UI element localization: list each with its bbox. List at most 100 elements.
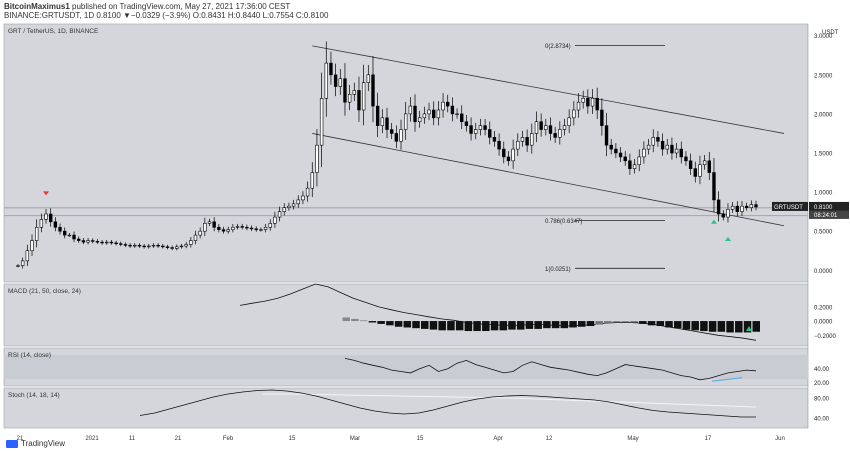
candle-body bbox=[287, 205, 291, 209]
footer-brand[interactable]: TradingView bbox=[21, 439, 66, 448]
last-price-tag bbox=[809, 201, 849, 211]
candle-body bbox=[25, 250, 30, 262]
candle-body bbox=[86, 240, 90, 243]
macd-histogram-bar bbox=[499, 321, 508, 331]
macd-histogram-bar bbox=[551, 321, 560, 329]
macd-histogram-bar bbox=[464, 321, 473, 332]
time-tick-label: 15 bbox=[289, 436, 296, 442]
candle-body bbox=[450, 105, 455, 115]
candle-body bbox=[137, 244, 142, 247]
time-tick-label: Feb bbox=[223, 436, 234, 442]
candle-body bbox=[207, 221, 212, 224]
candle-body bbox=[674, 148, 679, 154]
macd-histogram-bar bbox=[473, 321, 481, 332]
macd-histogram-bar bbox=[377, 321, 385, 324]
red-top-marker bbox=[43, 191, 50, 196]
candle-body bbox=[375, 105, 380, 126]
rsi-tick-label: 20.00 bbox=[814, 381, 830, 387]
candle-body bbox=[165, 246, 170, 248]
candle-body bbox=[30, 240, 34, 252]
candle-body bbox=[128, 244, 132, 247]
candle-body bbox=[240, 226, 244, 228]
candle-body bbox=[735, 205, 740, 212]
time-tick-label: 21 bbox=[175, 436, 182, 442]
candle-body bbox=[436, 109, 441, 119]
candle-body bbox=[539, 121, 543, 130]
macd-histogram-bar bbox=[621, 321, 630, 322]
macd-histogram-bar bbox=[647, 321, 656, 326]
price-tick-label: 2.0000 bbox=[814, 112, 833, 118]
candle-body bbox=[254, 228, 258, 230]
candle-body bbox=[324, 62, 328, 99]
candle-body bbox=[161, 245, 165, 248]
candle-body bbox=[263, 226, 268, 230]
candle-body bbox=[170, 247, 174, 249]
candle-body bbox=[408, 105, 413, 115]
publisher-username[interactable]: BitcoinMaximus1 bbox=[4, 2, 70, 11]
candle-body bbox=[516, 140, 520, 150]
macd-histogram-bar bbox=[351, 318, 359, 322]
macd-histogram-bar bbox=[543, 321, 551, 329]
candle-body bbox=[530, 133, 534, 146]
symbol-ohlc-line: BINANCE:GRTUSDT, 1D 0.8100 ▼−0.0329 (−3.… bbox=[4, 11, 329, 20]
candle-body bbox=[385, 117, 389, 130]
candle-body bbox=[474, 129, 478, 134]
price-tick-label: 2.5000 bbox=[814, 73, 833, 79]
candle-body bbox=[371, 74, 375, 107]
macd-histogram-bar bbox=[665, 321, 673, 328]
candle-body bbox=[464, 121, 469, 126]
candle-body bbox=[670, 144, 674, 154]
candle-body bbox=[179, 245, 184, 248]
stoch-tick-label: 80.00 bbox=[814, 397, 830, 403]
candle-body bbox=[702, 160, 707, 166]
candle-body bbox=[403, 113, 408, 130]
candle-body bbox=[730, 205, 735, 210]
footer: TradingView bbox=[6, 439, 65, 448]
candle-body bbox=[151, 244, 156, 247]
price-axis-strip bbox=[808, 24, 850, 428]
macd-histogram-bar bbox=[656, 321, 665, 327]
candle-body bbox=[665, 144, 669, 150]
macd-tick-label: −0.2000 bbox=[814, 334, 837, 340]
candle-body bbox=[277, 211, 282, 218]
macd-histogram-bar bbox=[700, 321, 708, 332]
stoch-pane-background bbox=[3, 387, 809, 429]
macd-histogram-bar bbox=[429, 321, 438, 330]
macd-histogram-bar bbox=[560, 321, 569, 329]
macd-histogram-bar bbox=[438, 321, 446, 331]
candle-body bbox=[637, 156, 641, 166]
candle-body bbox=[693, 168, 697, 177]
candle-body bbox=[506, 156, 511, 162]
macd-histogram-bar bbox=[359, 320, 368, 322]
rsi-line bbox=[344, 358, 757, 381]
countdown-tag bbox=[809, 210, 849, 219]
candle-body bbox=[226, 229, 230, 232]
macd-histogram-bar bbox=[403, 321, 412, 328]
candle-body bbox=[511, 148, 515, 162]
candle-body bbox=[310, 172, 314, 189]
macd-histogram-bar bbox=[342, 317, 350, 322]
fib-level-label-0: 0(2.8734) bbox=[545, 44, 571, 50]
candle-body bbox=[455, 113, 459, 116]
candle-body bbox=[618, 152, 623, 158]
candle-body bbox=[142, 245, 146, 248]
candle-body bbox=[422, 113, 427, 119]
candle-body bbox=[58, 226, 62, 232]
macd-histogram-bar bbox=[673, 321, 682, 329]
price-tick-label: 3.0000 bbox=[814, 34, 833, 40]
price-tick-label: 1.5000 bbox=[814, 152, 833, 158]
candle-body bbox=[16, 265, 20, 267]
rsi-tick-label: 40.00 bbox=[814, 367, 830, 373]
candle-body bbox=[595, 97, 599, 111]
candle-body bbox=[109, 241, 114, 244]
candle-body bbox=[338, 78, 342, 87]
time-tick-label: 2021 bbox=[85, 436, 99, 442]
candle-body bbox=[366, 74, 371, 83]
price-tick-label: 0.0000 bbox=[814, 269, 833, 275]
candle-body bbox=[740, 205, 744, 212]
candle-body bbox=[558, 129, 562, 138]
macd-histogram-bar bbox=[578, 321, 586, 327]
macd-histogram-bar bbox=[735, 321, 743, 333]
candle-body bbox=[217, 226, 221, 230]
